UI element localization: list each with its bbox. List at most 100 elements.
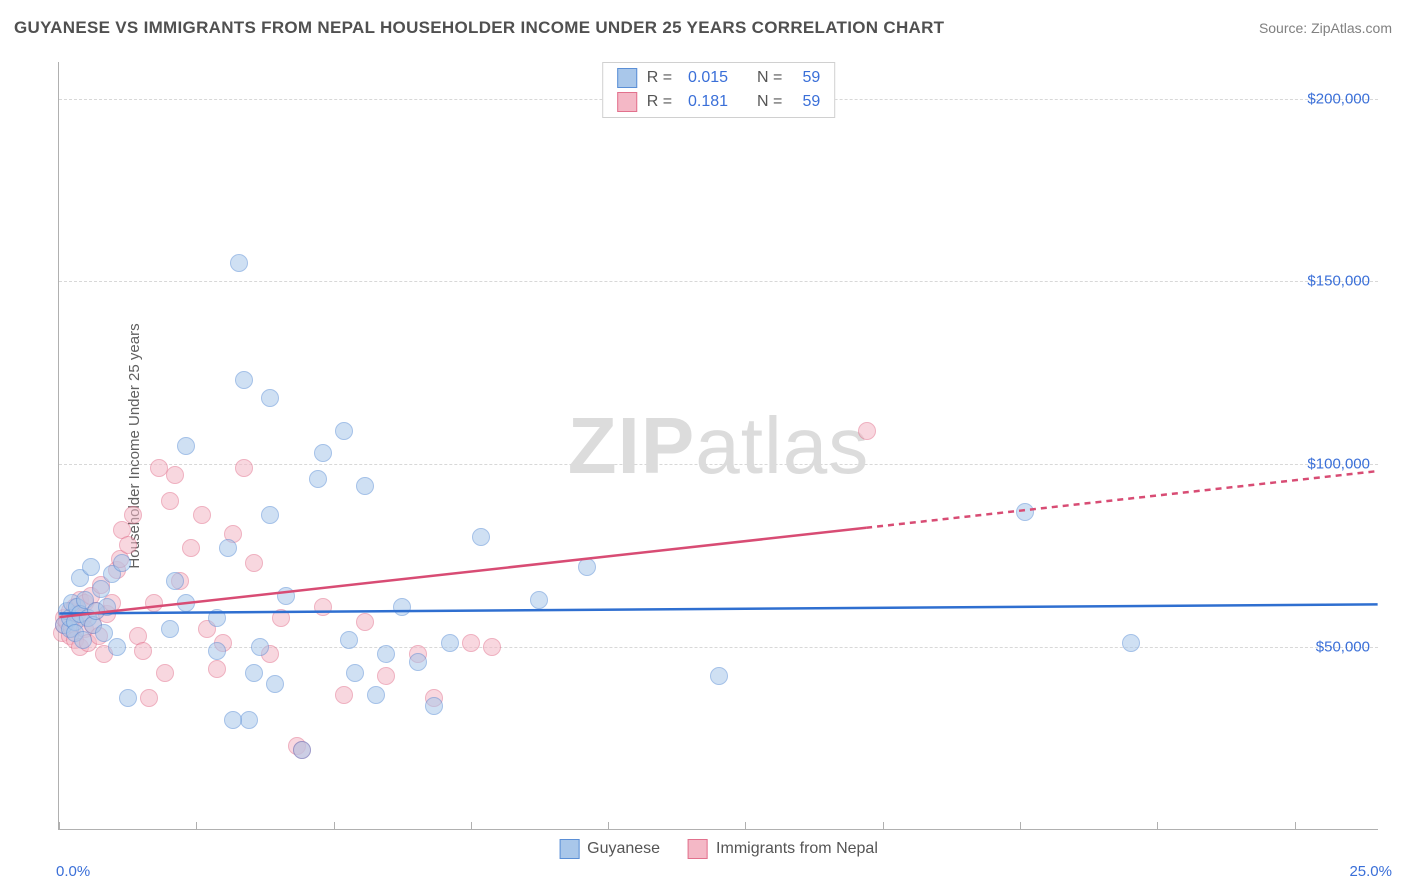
scatter-point-b bbox=[245, 554, 263, 572]
y-tick-label: $50,000 bbox=[1316, 639, 1370, 656]
legend-series: Guyanese Immigrants from Nepal bbox=[559, 839, 878, 859]
legend-r-label: R = bbox=[647, 93, 672, 111]
scatter-point-a bbox=[425, 697, 443, 715]
x-tick bbox=[1020, 822, 1021, 830]
scatter-point-a bbox=[340, 631, 358, 649]
scatter-point-a bbox=[230, 254, 248, 272]
scatter-point-a bbox=[208, 642, 226, 660]
x-tick bbox=[196, 822, 197, 830]
scatter-point-a bbox=[277, 587, 295, 605]
legend-n-label: N = bbox=[757, 93, 782, 111]
scatter-point-a bbox=[710, 667, 728, 685]
scatter-point-a bbox=[309, 470, 327, 488]
scatter-point-b bbox=[335, 686, 353, 704]
scatter-point-a bbox=[266, 675, 284, 693]
legend-r-value-b: 0.181 bbox=[682, 93, 728, 111]
scatter-point-b bbox=[193, 506, 211, 524]
x-tick bbox=[1157, 822, 1158, 830]
scatter-point-a bbox=[208, 609, 226, 627]
scatter-point-a bbox=[235, 371, 253, 389]
legend-swatch-a-icon bbox=[559, 839, 579, 859]
scatter-point-b bbox=[161, 492, 179, 510]
x-tick bbox=[883, 822, 884, 830]
scatter-point-a bbox=[261, 389, 279, 407]
scatter-point-a bbox=[530, 591, 548, 609]
legend-row-a: R = 0.015 N = 59 bbox=[603, 66, 835, 90]
scatter-point-b bbox=[134, 642, 152, 660]
scatter-point-b bbox=[119, 536, 137, 554]
legend-n-label: N = bbox=[757, 69, 782, 87]
scatter-point-a bbox=[377, 645, 395, 663]
scatter-point-b bbox=[377, 667, 395, 685]
scatter-point-a bbox=[472, 528, 490, 546]
scatter-point-a bbox=[224, 711, 242, 729]
scatter-point-a bbox=[113, 554, 131, 572]
gridline-h bbox=[59, 281, 1378, 282]
legend-swatch-b-icon bbox=[688, 839, 708, 859]
y-tick-label: $150,000 bbox=[1307, 273, 1370, 290]
legend-r-value-a: 0.015 bbox=[682, 69, 728, 87]
scatter-point-a bbox=[346, 664, 364, 682]
scatter-point-a bbox=[251, 638, 269, 656]
legend-swatch-a-icon bbox=[617, 68, 637, 88]
legend-row-b: R = 0.181 N = 59 bbox=[603, 90, 835, 114]
y-tick-label: $100,000 bbox=[1307, 456, 1370, 473]
y-tick-label: $200,000 bbox=[1307, 90, 1370, 107]
x-tick bbox=[59, 822, 60, 830]
scatter-point-b bbox=[272, 609, 290, 627]
scatter-point-b bbox=[124, 506, 142, 524]
scatter-point-b bbox=[156, 664, 174, 682]
legend-label-b: Immigrants from Nepal bbox=[716, 840, 878, 858]
legend-n-value-b: 59 bbox=[792, 93, 820, 111]
scatter-point-a bbox=[108, 638, 126, 656]
scatter-point-b bbox=[145, 594, 163, 612]
scatter-point-a bbox=[441, 634, 459, 652]
scatter-point-a bbox=[356, 477, 374, 495]
x-tick-max: 25.0% bbox=[1349, 863, 1392, 880]
chart-container: GUYANESE VS IMMIGRANTS FROM NEPAL HOUSEH… bbox=[0, 0, 1406, 892]
scatter-point-b bbox=[483, 638, 501, 656]
scatter-point-b bbox=[356, 613, 374, 631]
scatter-point-a bbox=[409, 653, 427, 671]
legend-item-a: Guyanese bbox=[559, 839, 660, 859]
scatter-point-b bbox=[858, 422, 876, 440]
scatter-point-a bbox=[161, 620, 179, 638]
legend-item-b: Immigrants from Nepal bbox=[688, 839, 878, 859]
trendlines-svg bbox=[59, 62, 1378, 829]
scatter-point-b bbox=[182, 539, 200, 557]
x-tick bbox=[471, 822, 472, 830]
source-label: Source: bbox=[1259, 20, 1307, 36]
x-tick bbox=[1295, 822, 1296, 830]
source-link[interactable]: ZipAtlas.com bbox=[1311, 20, 1392, 36]
scatter-point-a bbox=[98, 598, 116, 616]
scatter-point-b bbox=[314, 598, 332, 616]
scatter-point-a bbox=[166, 572, 184, 590]
plot-area: ZIPatlas R = 0.015 N = 59 R = 0.181 N = … bbox=[58, 62, 1378, 830]
legend-n-value-a: 59 bbox=[792, 69, 820, 87]
scatter-point-a bbox=[1016, 503, 1034, 521]
gridline-h bbox=[59, 464, 1378, 465]
scatter-point-a bbox=[367, 686, 385, 704]
scatter-point-a bbox=[82, 558, 100, 576]
legend-swatch-b-icon bbox=[617, 92, 637, 112]
title-bar: GUYANESE VS IMMIGRANTS FROM NEPAL HOUSEH… bbox=[14, 18, 1392, 38]
chart-title: GUYANESE VS IMMIGRANTS FROM NEPAL HOUSEH… bbox=[14, 18, 944, 38]
x-tick-min: 0.0% bbox=[56, 863, 90, 880]
x-tick bbox=[745, 822, 746, 830]
scatter-point-a bbox=[293, 741, 311, 759]
scatter-point-b bbox=[208, 660, 226, 678]
x-tick bbox=[608, 822, 609, 830]
scatter-point-a bbox=[95, 624, 113, 642]
scatter-point-a bbox=[261, 506, 279, 524]
scatter-point-b bbox=[235, 459, 253, 477]
scatter-point-a bbox=[219, 539, 237, 557]
scatter-point-b bbox=[462, 634, 480, 652]
legend-r-label: R = bbox=[647, 69, 672, 87]
scatter-point-a bbox=[177, 594, 195, 612]
source-attribution: Source: ZipAtlas.com bbox=[1259, 20, 1392, 36]
scatter-point-a bbox=[578, 558, 596, 576]
scatter-point-a bbox=[119, 689, 137, 707]
scatter-point-a bbox=[335, 422, 353, 440]
scatter-point-a bbox=[240, 711, 258, 729]
scatter-point-a bbox=[314, 444, 332, 462]
